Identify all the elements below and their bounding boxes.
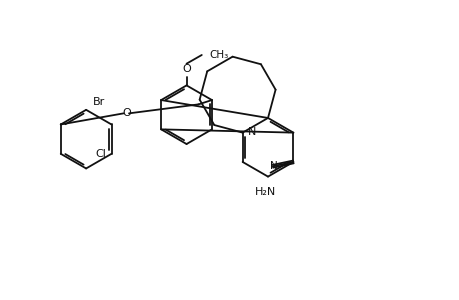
Text: Cl: Cl <box>95 149 106 159</box>
Text: O: O <box>122 108 131 118</box>
Text: O: O <box>182 64 190 74</box>
Text: Br: Br <box>92 97 105 107</box>
Text: N: N <box>269 161 277 171</box>
Text: CH₃: CH₃ <box>209 50 228 60</box>
Text: N: N <box>247 127 256 136</box>
Text: H₂N: H₂N <box>254 188 275 197</box>
